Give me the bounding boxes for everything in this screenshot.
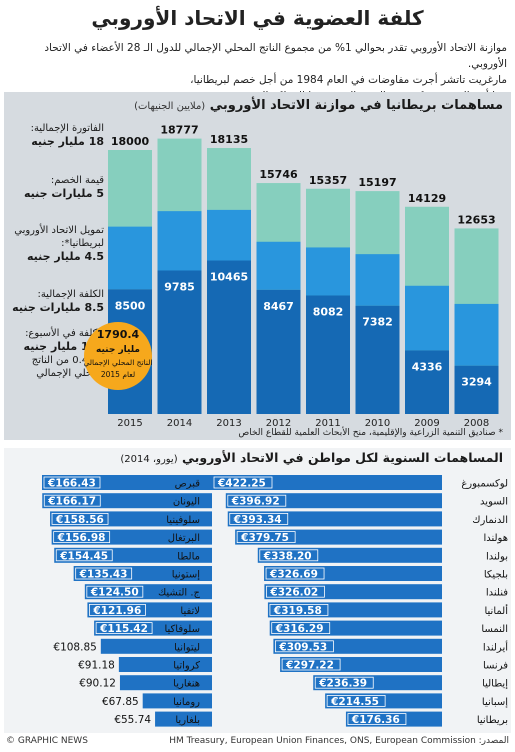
chart1-title: مساهمات بريطانيا في موازنة الاتحاد الأور…	[134, 98, 503, 113]
legend-total-bill: الفاتورة الإجمالية: 18 مليار جنيه	[8, 122, 104, 149]
legend-gdp-share: 0.47% من الناتج المحلي الإجمالي	[31, 355, 104, 379]
chart1-unit: (ملايين الجنيهات)	[134, 101, 206, 112]
legend-weekly-cost: الكلفة في الأسبوع: 164 مليار جنيه 0.47% …	[8, 327, 104, 380]
legend-eu-funding-value: 4.5 مليار جنيه	[27, 250, 104, 263]
legend-rebate: قيمة الخصم: 5 مليارات جنيه	[8, 174, 104, 201]
legend-eu-funding-label: تمويل الاتحاد الأوروبي لبريطانيا*:	[14, 225, 104, 249]
graphic-news-logo: © GRAPHIC NEWS	[6, 736, 88, 746]
page-title: كلفة العضوية في الاتحاد الأوروبي	[91, 6, 424, 30]
legend-rebate-label: قيمة الخصم:	[50, 175, 104, 186]
intro-line-1: موازنة الاتحاد الأوروبي تقدر بحوالي 1% م…	[44, 42, 507, 70]
chart1-footnote: * صناديق التنمية الزراعية والإقليمية، من…	[238, 428, 503, 438]
legend-net-cost-value: 8.5 مليارات جنيه	[12, 301, 104, 314]
legend-total-bill-value: 18 مليار جنيه	[31, 135, 104, 148]
chart2-title: المساهمات السنوية لكل مواطن في الاتحاد ا…	[120, 450, 503, 465]
legend-rebate-value: 5 مليارات جنيه	[24, 187, 104, 200]
chart1-title-text: مساهمات بريطانيا في موازنة الاتحاد الأور…	[209, 98, 503, 113]
chart2-panel	[4, 448, 511, 733]
legend-net-cost-label: الكلفة الإجمالية:	[37, 289, 104, 300]
legend-total-bill-label: الفاتورة الإجمالية:	[30, 123, 104, 134]
chart2-unit: (يورو، 2014)	[120, 454, 178, 465]
legend-eu-funding: تمويل الاتحاد الأوروبي لبريطانيا*: 4.5 م…	[8, 224, 104, 264]
legend-net-cost: الكلفة الإجمالية: 8.5 مليارات جنيه	[8, 288, 104, 315]
chart2-title-text: المساهمات السنوية لكل مواطن في الاتحاد ا…	[181, 450, 503, 465]
legend-weekly-cost-value: 164 مليار جنيه	[23, 340, 104, 353]
legend-weekly-cost-label: الكلفة في الأسبوع:	[25, 328, 104, 339]
intro-line-2: مارغريت تاتشر أجرت مفاوضات في العام 1984…	[190, 74, 507, 86]
source-credit: المصدر: HM Treasury, European Union Fina…	[169, 736, 509, 746]
